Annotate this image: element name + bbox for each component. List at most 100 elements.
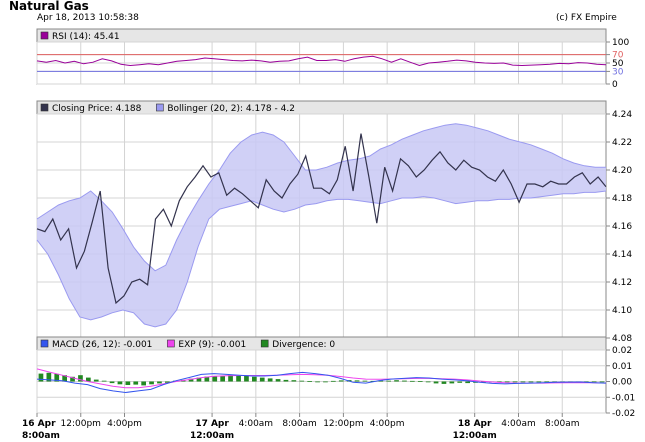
divergence-bar [299, 380, 305, 382]
divergence-bar [86, 377, 91, 382]
divergence-bar [196, 377, 202, 382]
divergence-bar [378, 380, 384, 382]
legend-swatch [156, 103, 164, 112]
divergence-bar [157, 381, 162, 384]
divergence-bar [109, 381, 115, 384]
y-tick-label: 4.22 [612, 138, 632, 148]
divergence-bar [394, 380, 399, 382]
x-tick-label: 4:00pm [107, 419, 142, 429]
rsi-line [36, 55, 607, 67]
divergence-bar [544, 381, 550, 383]
bollinger-lower [36, 190, 607, 328]
legend-strip-price [37, 101, 606, 115]
closing-price-line [36, 133, 607, 305]
divergence-bar [315, 381, 320, 383]
divergence-bar [362, 380, 368, 382]
divergence-bar [236, 375, 241, 382]
x-tick-label: 12:00pm [323, 419, 363, 429]
y-tick-label: 4.20 [612, 166, 632, 176]
divergence-bar [54, 373, 60, 382]
bollinger-upper [36, 123, 606, 272]
y-tick-label: 4.12 [612, 278, 632, 288]
divergence-bar [504, 381, 510, 383]
divergence-bar [441, 381, 447, 384]
y-tick-label: 4.16 [612, 222, 632, 232]
y-tick-label: 4.18 [612, 194, 632, 204]
legend-swatch [40, 339, 49, 348]
divergence-bar [62, 375, 67, 382]
divergence-bar [38, 373, 44, 382]
divergence-bar [354, 380, 360, 382]
divergence-bar [228, 374, 233, 382]
legend-swatch [40, 103, 49, 112]
x-tick-label: 4:00pm [370, 419, 405, 429]
chart-title: Natural Gas [9, 0, 89, 13]
y-tick-label: 4.10 [612, 306, 632, 316]
legend-strip-rsi [37, 29, 606, 43]
x-tick-label: 4:00am [501, 419, 536, 429]
x-tick-label: 8:00am [545, 419, 580, 429]
divergence-bar [520, 381, 526, 383]
y-tick-label: 4.08 [612, 334, 632, 344]
y-tick-label: 0.01 [612, 362, 632, 372]
credit: (c) FX Empire [556, 13, 617, 23]
legend-label: MACD (26, 12): -0.001 [52, 340, 152, 350]
divergence-bar [117, 381, 123, 385]
y-tick-label: 50 [612, 59, 624, 69]
divergence-bar [457, 381, 463, 383]
y-tick-label: 0.00 [612, 378, 632, 388]
divergence-bar [338, 380, 344, 382]
legend-strip-macd [37, 337, 606, 351]
divergence-bar [425, 381, 431, 383]
y-tick-label: 30 [612, 67, 624, 77]
x-tick-sublabel: 12:00am [453, 431, 497, 441]
divergence-bar [267, 378, 273, 382]
divergence-bar [449, 381, 455, 384]
divergence-bar [307, 381, 312, 382]
legend-swatch [167, 339, 175, 348]
y-tick-label: 4.14 [612, 250, 632, 260]
divergence-bar [165, 381, 170, 383]
divergence-bar [212, 376, 218, 382]
x-tick-sublabel: 8:00am [22, 431, 60, 441]
divergence-bar [70, 376, 75, 382]
divergence-bar [125, 381, 131, 385]
divergence-bar [496, 381, 502, 383]
divergence-bar [331, 380, 336, 382]
divergence-bar [591, 381, 597, 383]
divergence-bar [188, 378, 194, 382]
exp-line [36, 368, 607, 389]
divergence-bar [481, 381, 486, 383]
divergence-bar [402, 380, 407, 382]
x-tick-label: 12:00pm [61, 419, 101, 429]
x-tick-label: 18 Apr [458, 419, 492, 429]
divergence-bar [93, 379, 99, 382]
legend-label: Divergence: 0 [272, 340, 335, 350]
divergence-bar [204, 376, 210, 382]
divergence-bar [275, 379, 281, 382]
divergence-bar [417, 381, 423, 382]
divergence-bar [528, 381, 534, 383]
legend-label: RSI (14): 45.41 [52, 32, 120, 42]
divergence-bar [386, 380, 391, 382]
divergence-bar [323, 381, 328, 383]
divergence-bar [149, 381, 154, 385]
y-tick-label: 100 [612, 38, 629, 48]
x-tick-label: 16 Apr [22, 419, 56, 429]
divergence-bar [220, 375, 225, 382]
divergence-bar [46, 372, 52, 382]
y-tick-label: 70 [612, 51, 624, 61]
divergence-bar [410, 380, 415, 382]
divergence-bar [101, 380, 107, 382]
x-tick-label: 17 Apr [195, 419, 229, 429]
divergence-bar [252, 376, 257, 382]
y-tick-label: 4.24 [612, 110, 632, 120]
divergence-bar [512, 381, 518, 383]
legend-label: Closing Price: 4.188 [52, 104, 142, 114]
legend-swatch [40, 31, 49, 40]
legend-swatch [260, 339, 269, 348]
divergence-bar [433, 381, 439, 384]
legend-label: EXP (9): -0.001 [178, 340, 246, 350]
x-tick-label: 4:00am [239, 419, 274, 429]
